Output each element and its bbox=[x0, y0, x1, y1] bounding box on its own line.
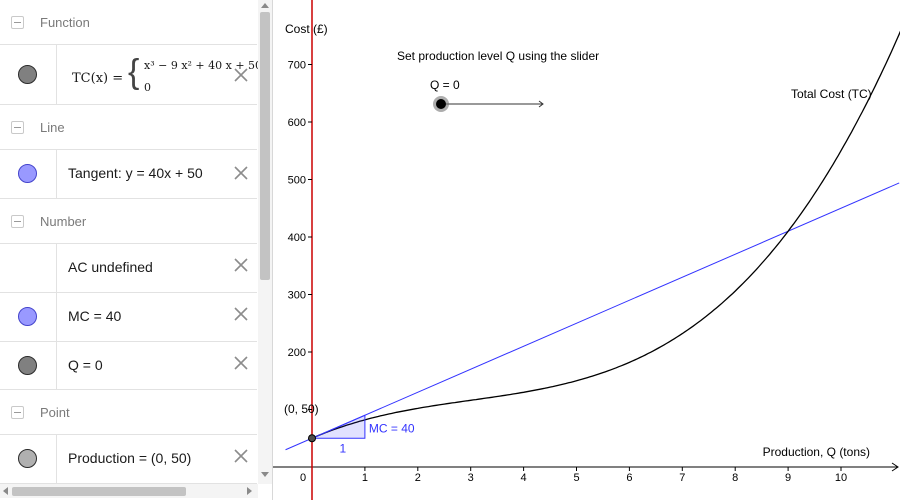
collapse-line-icon[interactable] bbox=[11, 121, 24, 134]
scroll-right-icon[interactable] bbox=[247, 487, 252, 495]
slope-run-label: 1 bbox=[339, 441, 346, 455]
group-label-number: Number bbox=[40, 214, 87, 229]
x-axis-label: Production, Q (tons) bbox=[763, 445, 870, 459]
vertical-scroll-thumb[interactable] bbox=[260, 12, 270, 280]
algebra-item-ac[interactable]: AC undefined bbox=[0, 244, 257, 293]
x-ticks: 0 1 2 3 4 5 6 7 8 9 10 bbox=[300, 467, 847, 484]
y-axis-label: Cost (£) bbox=[285, 22, 328, 36]
y-tick-label: 700 bbox=[288, 60, 306, 72]
scroll-left-icon[interactable] bbox=[3, 487, 8, 495]
y-ticks: 200 300 400 500 600 700 bbox=[288, 60, 312, 410]
marker-cell bbox=[0, 244, 57, 292]
marker-cell bbox=[0, 45, 57, 104]
group-header-point[interactable]: Point bbox=[0, 390, 257, 435]
x-tick-label: 3 bbox=[468, 472, 474, 484]
group-label-point: Point bbox=[40, 405, 70, 420]
x-tick-label: 2 bbox=[415, 472, 421, 484]
algebra-vertical-scrollbar[interactable] bbox=[258, 0, 272, 484]
visibility-toggle-tc[interactable] bbox=[18, 65, 37, 84]
y-tick-label: 500 bbox=[288, 175, 306, 187]
x-tick-label: 5 bbox=[573, 472, 579, 484]
slope-triangle bbox=[311, 414, 366, 439]
x-tick-label: 8 bbox=[732, 472, 738, 484]
x-tick-label: 1 bbox=[362, 472, 368, 484]
marker-cell bbox=[0, 293, 57, 341]
delete-ac-icon[interactable] bbox=[233, 257, 249, 273]
tc-case-2: 0 bbox=[144, 81, 151, 94]
marker-cell bbox=[0, 435, 57, 483]
y-tick-label: 600 bbox=[288, 117, 306, 129]
collapse-number-icon[interactable] bbox=[11, 215, 24, 228]
delete-q-icon[interactable] bbox=[233, 355, 249, 371]
tangent-line[interactable] bbox=[285, 182, 900, 451]
x-tick-label: 6 bbox=[626, 472, 632, 484]
tangent-label: Tangent: y = 40x + 50 bbox=[68, 165, 203, 181]
graphics-view[interactable]: 0 1 2 3 4 5 6 7 8 9 10 200 300 400 500 600 700 MC = 40 … bbox=[273, 0, 900, 500]
group-header-line[interactable]: Line bbox=[0, 105, 257, 150]
tc-curve[interactable] bbox=[311, 0, 900, 439]
q-label: Q = 0 bbox=[68, 357, 103, 373]
x-tick-label: 9 bbox=[785, 472, 791, 484]
group-label-function: Function bbox=[40, 15, 90, 30]
tc-lhs: TC(x) = bbox=[72, 71, 124, 86]
delete-tangent-icon[interactable] bbox=[233, 165, 249, 181]
scroll-up-icon[interactable] bbox=[261, 3, 269, 8]
group-header-number[interactable]: Number bbox=[0, 199, 257, 244]
algebra-list: Function TC(x) = { x³ − 9 x² + 40 x + 50… bbox=[0, 0, 262, 484]
algebra-item-production[interactable]: Production = (0, 50) bbox=[0, 435, 257, 484]
piecewise-brace: { bbox=[128, 53, 140, 91]
mc-label: MC = 40 bbox=[68, 308, 122, 324]
instruction-text: Set production level Q using the slider bbox=[397, 49, 599, 63]
production-label: Production = (0, 50) bbox=[68, 450, 192, 466]
horizontal-scroll-thumb[interactable] bbox=[12, 487, 186, 496]
algebra-item-mc[interactable]: MC = 40 bbox=[0, 293, 257, 342]
visibility-toggle-mc[interactable] bbox=[18, 307, 37, 326]
y-tick-label: 400 bbox=[288, 232, 306, 244]
algebra-item-q[interactable]: Q = 0 bbox=[0, 342, 257, 390]
algebra-horizontal-scrollbar[interactable] bbox=[0, 484, 258, 498]
slider-knob-center[interactable] bbox=[436, 99, 446, 109]
y-tick-label: 200 bbox=[288, 347, 306, 359]
scroll-down-icon[interactable] bbox=[261, 472, 269, 477]
group-label-line: Line bbox=[40, 120, 65, 135]
mc-graph-label: MC = 40 bbox=[369, 421, 415, 435]
algebra-item-tangent[interactable]: Tangent: y = 40x + 50 bbox=[0, 150, 257, 199]
delete-mc-icon[interactable] bbox=[233, 306, 249, 322]
production-point[interactable] bbox=[308, 434, 316, 443]
x-axis-arrow-icon bbox=[891, 462, 899, 472]
marker-cell bbox=[0, 150, 57, 198]
ac-label: AC undefined bbox=[68, 259, 153, 275]
slider-label: Q = 0 bbox=[430, 78, 460, 92]
group-header-function[interactable]: Function bbox=[0, 0, 257, 45]
x-tick-label: 10 bbox=[835, 472, 847, 484]
visibility-toggle-q[interactable] bbox=[18, 356, 37, 375]
production-point-label: (0, 50) bbox=[284, 402, 319, 416]
algebra-panel: Function TC(x) = { x³ − 9 x² + 40 x + 50… bbox=[0, 0, 273, 500]
visibility-toggle-tangent[interactable] bbox=[18, 164, 37, 183]
collapse-function-icon[interactable] bbox=[11, 16, 24, 29]
slider-end-arrow-icon bbox=[538, 100, 544, 108]
collapse-point-icon[interactable] bbox=[11, 406, 24, 419]
marker-cell bbox=[0, 342, 57, 389]
y-tick-label: 300 bbox=[288, 290, 306, 302]
visibility-toggle-production[interactable] bbox=[18, 449, 37, 468]
algebra-item-tc[interactable]: TC(x) = { x³ − 9 x² + 40 x + 50 0 bbox=[0, 45, 262, 105]
x-tick-label: 7 bbox=[679, 472, 685, 484]
x-tick-label: 0 bbox=[300, 472, 306, 484]
tc-case-1: x³ − 9 x² + 40 x + 50 bbox=[144, 59, 263, 72]
x-tick-label: 4 bbox=[521, 472, 527, 484]
tc-curve-label: Total Cost (TC) bbox=[791, 87, 872, 101]
delete-production-icon[interactable] bbox=[233, 448, 249, 464]
delete-tc-icon[interactable] bbox=[233, 67, 249, 83]
